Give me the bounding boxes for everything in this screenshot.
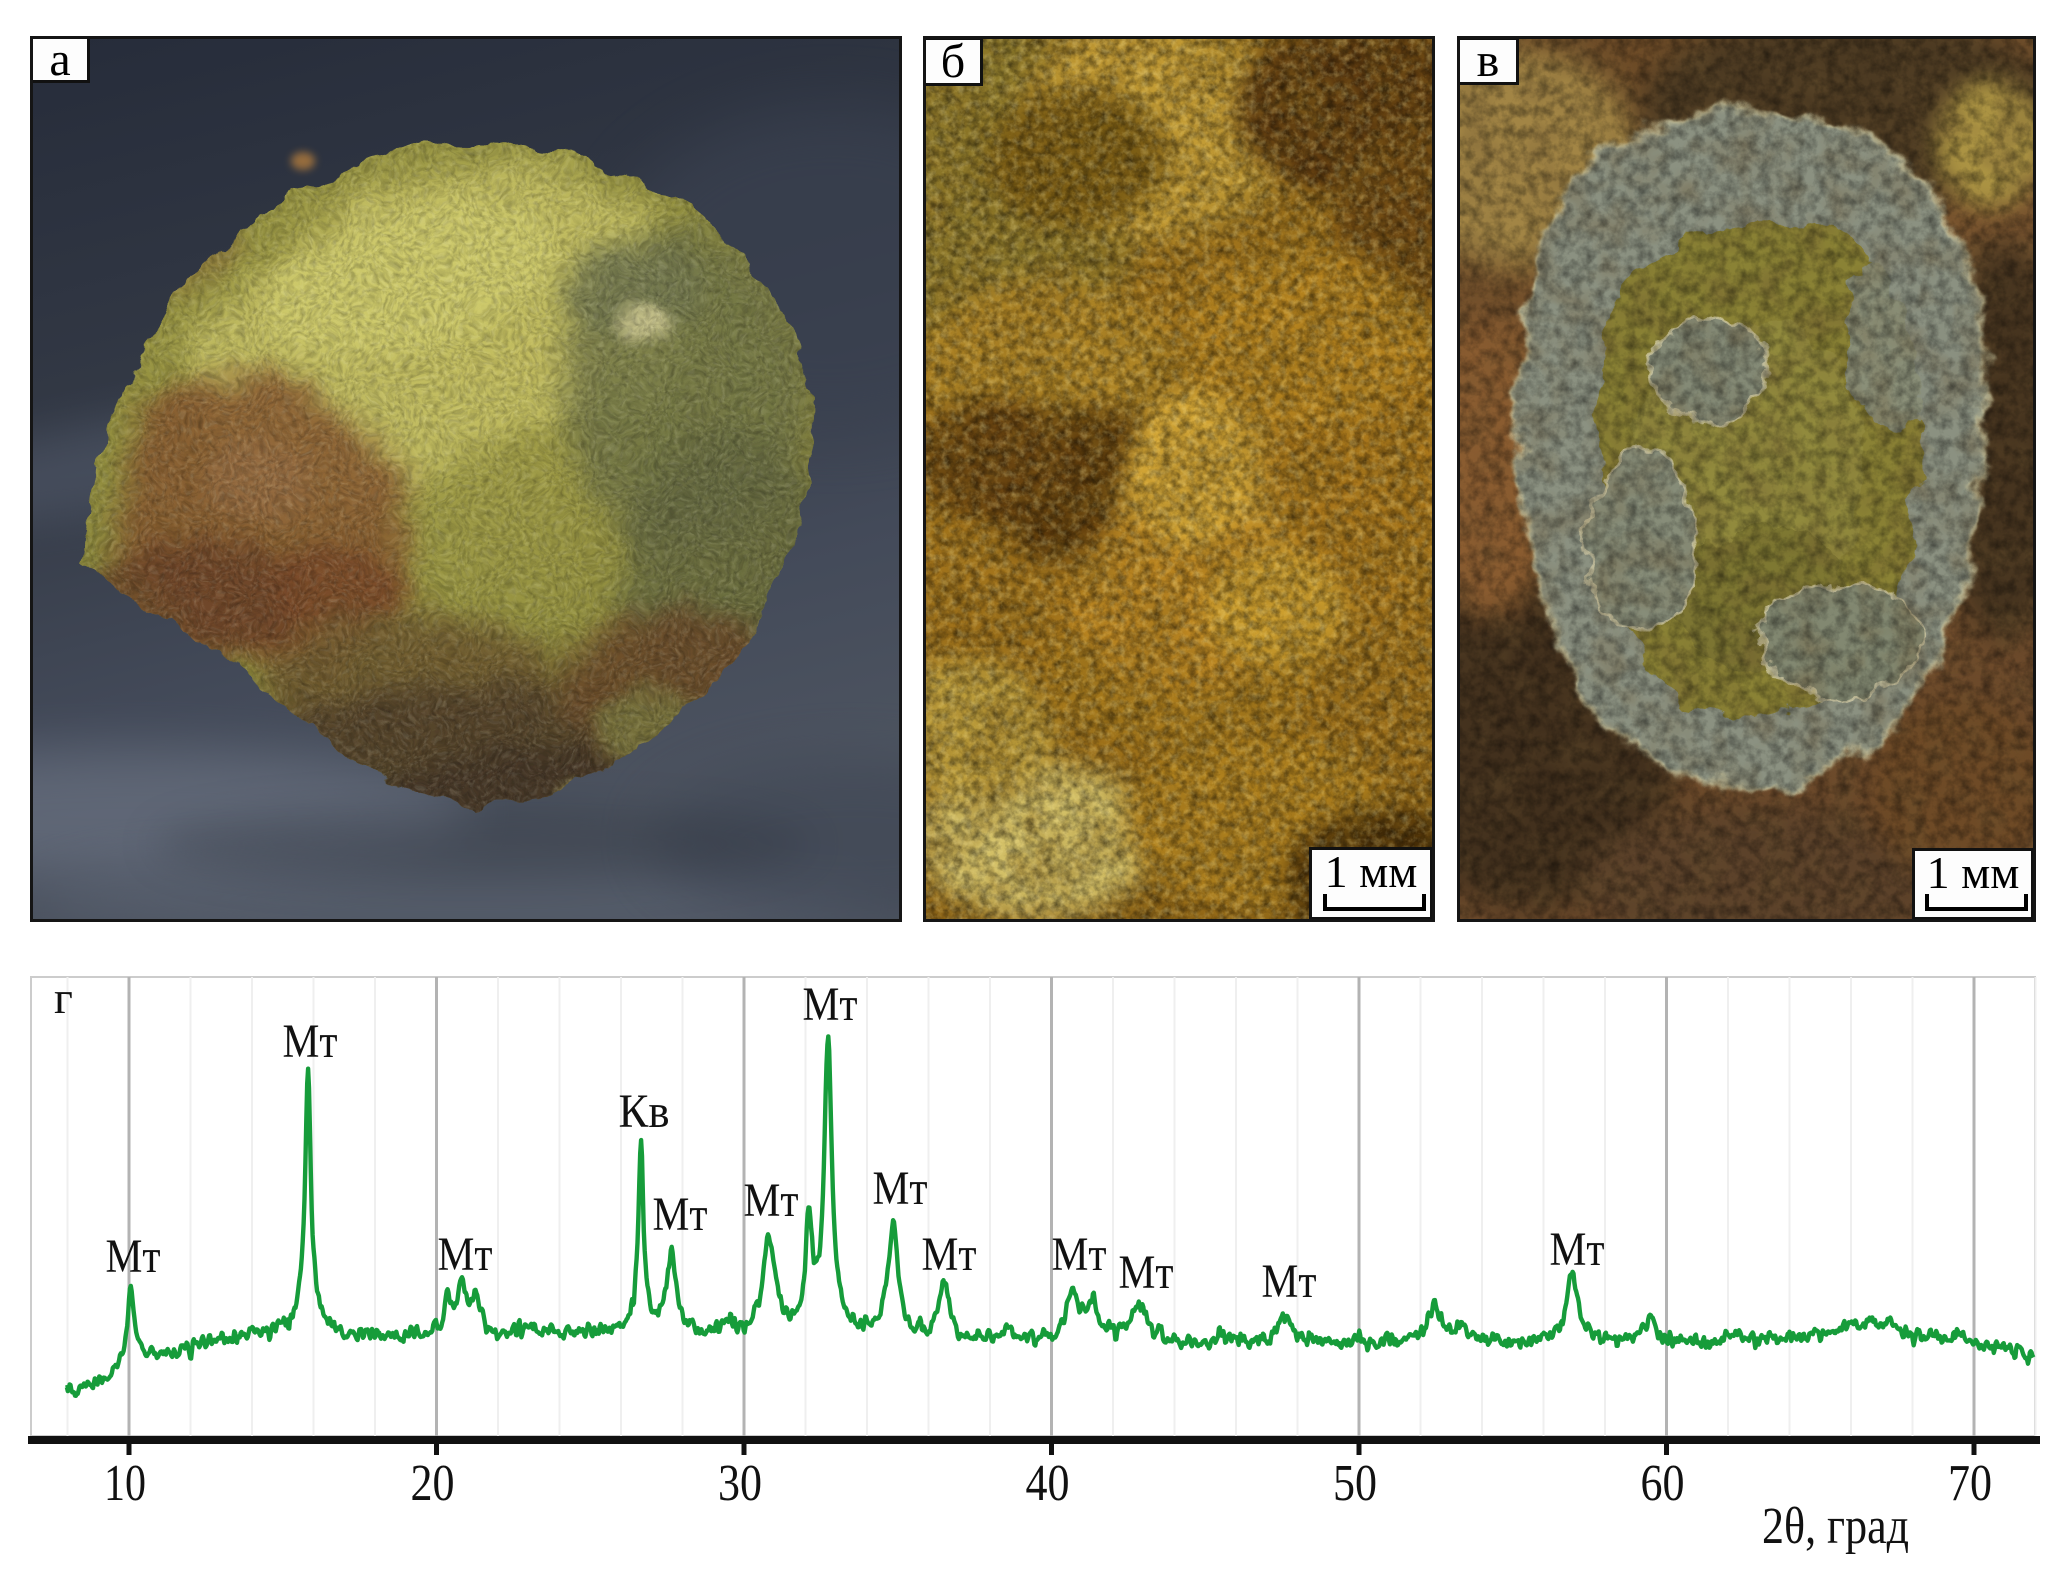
svg-text:30: 30 — [718, 1455, 762, 1512]
svg-text:Мт: Мт — [744, 1174, 799, 1227]
svg-text:70: 70 — [1948, 1455, 1992, 1512]
svg-text:2θ, град: 2θ, град — [1762, 1498, 1909, 1555]
svg-text:Мт: Мт — [1119, 1246, 1174, 1299]
svg-text:Мт: Мт — [653, 1188, 708, 1241]
svg-text:г: г — [54, 972, 73, 1023]
svg-text:Мт: Мт — [922, 1228, 977, 1281]
svg-text:Мт: Мт — [438, 1228, 493, 1281]
svg-text:Мт: Мт — [873, 1162, 928, 1215]
svg-text:Кв: Кв — [619, 1085, 670, 1138]
svg-text:Мт: Мт — [1262, 1255, 1317, 1308]
svg-text:Мт: Мт — [803, 978, 858, 1031]
svg-text:40: 40 — [1026, 1455, 1070, 1512]
svg-text:20: 20 — [411, 1455, 455, 1512]
svg-text:Мт: Мт — [283, 1015, 338, 1068]
svg-text:60: 60 — [1641, 1455, 1685, 1512]
svg-text:Мт: Мт — [106, 1230, 161, 1283]
svg-text:10: 10 — [104, 1455, 146, 1512]
svg-text:Мт: Мт — [1550, 1223, 1605, 1276]
svg-text:Мт: Мт — [1052, 1228, 1107, 1281]
svg-text:50: 50 — [1333, 1455, 1377, 1512]
